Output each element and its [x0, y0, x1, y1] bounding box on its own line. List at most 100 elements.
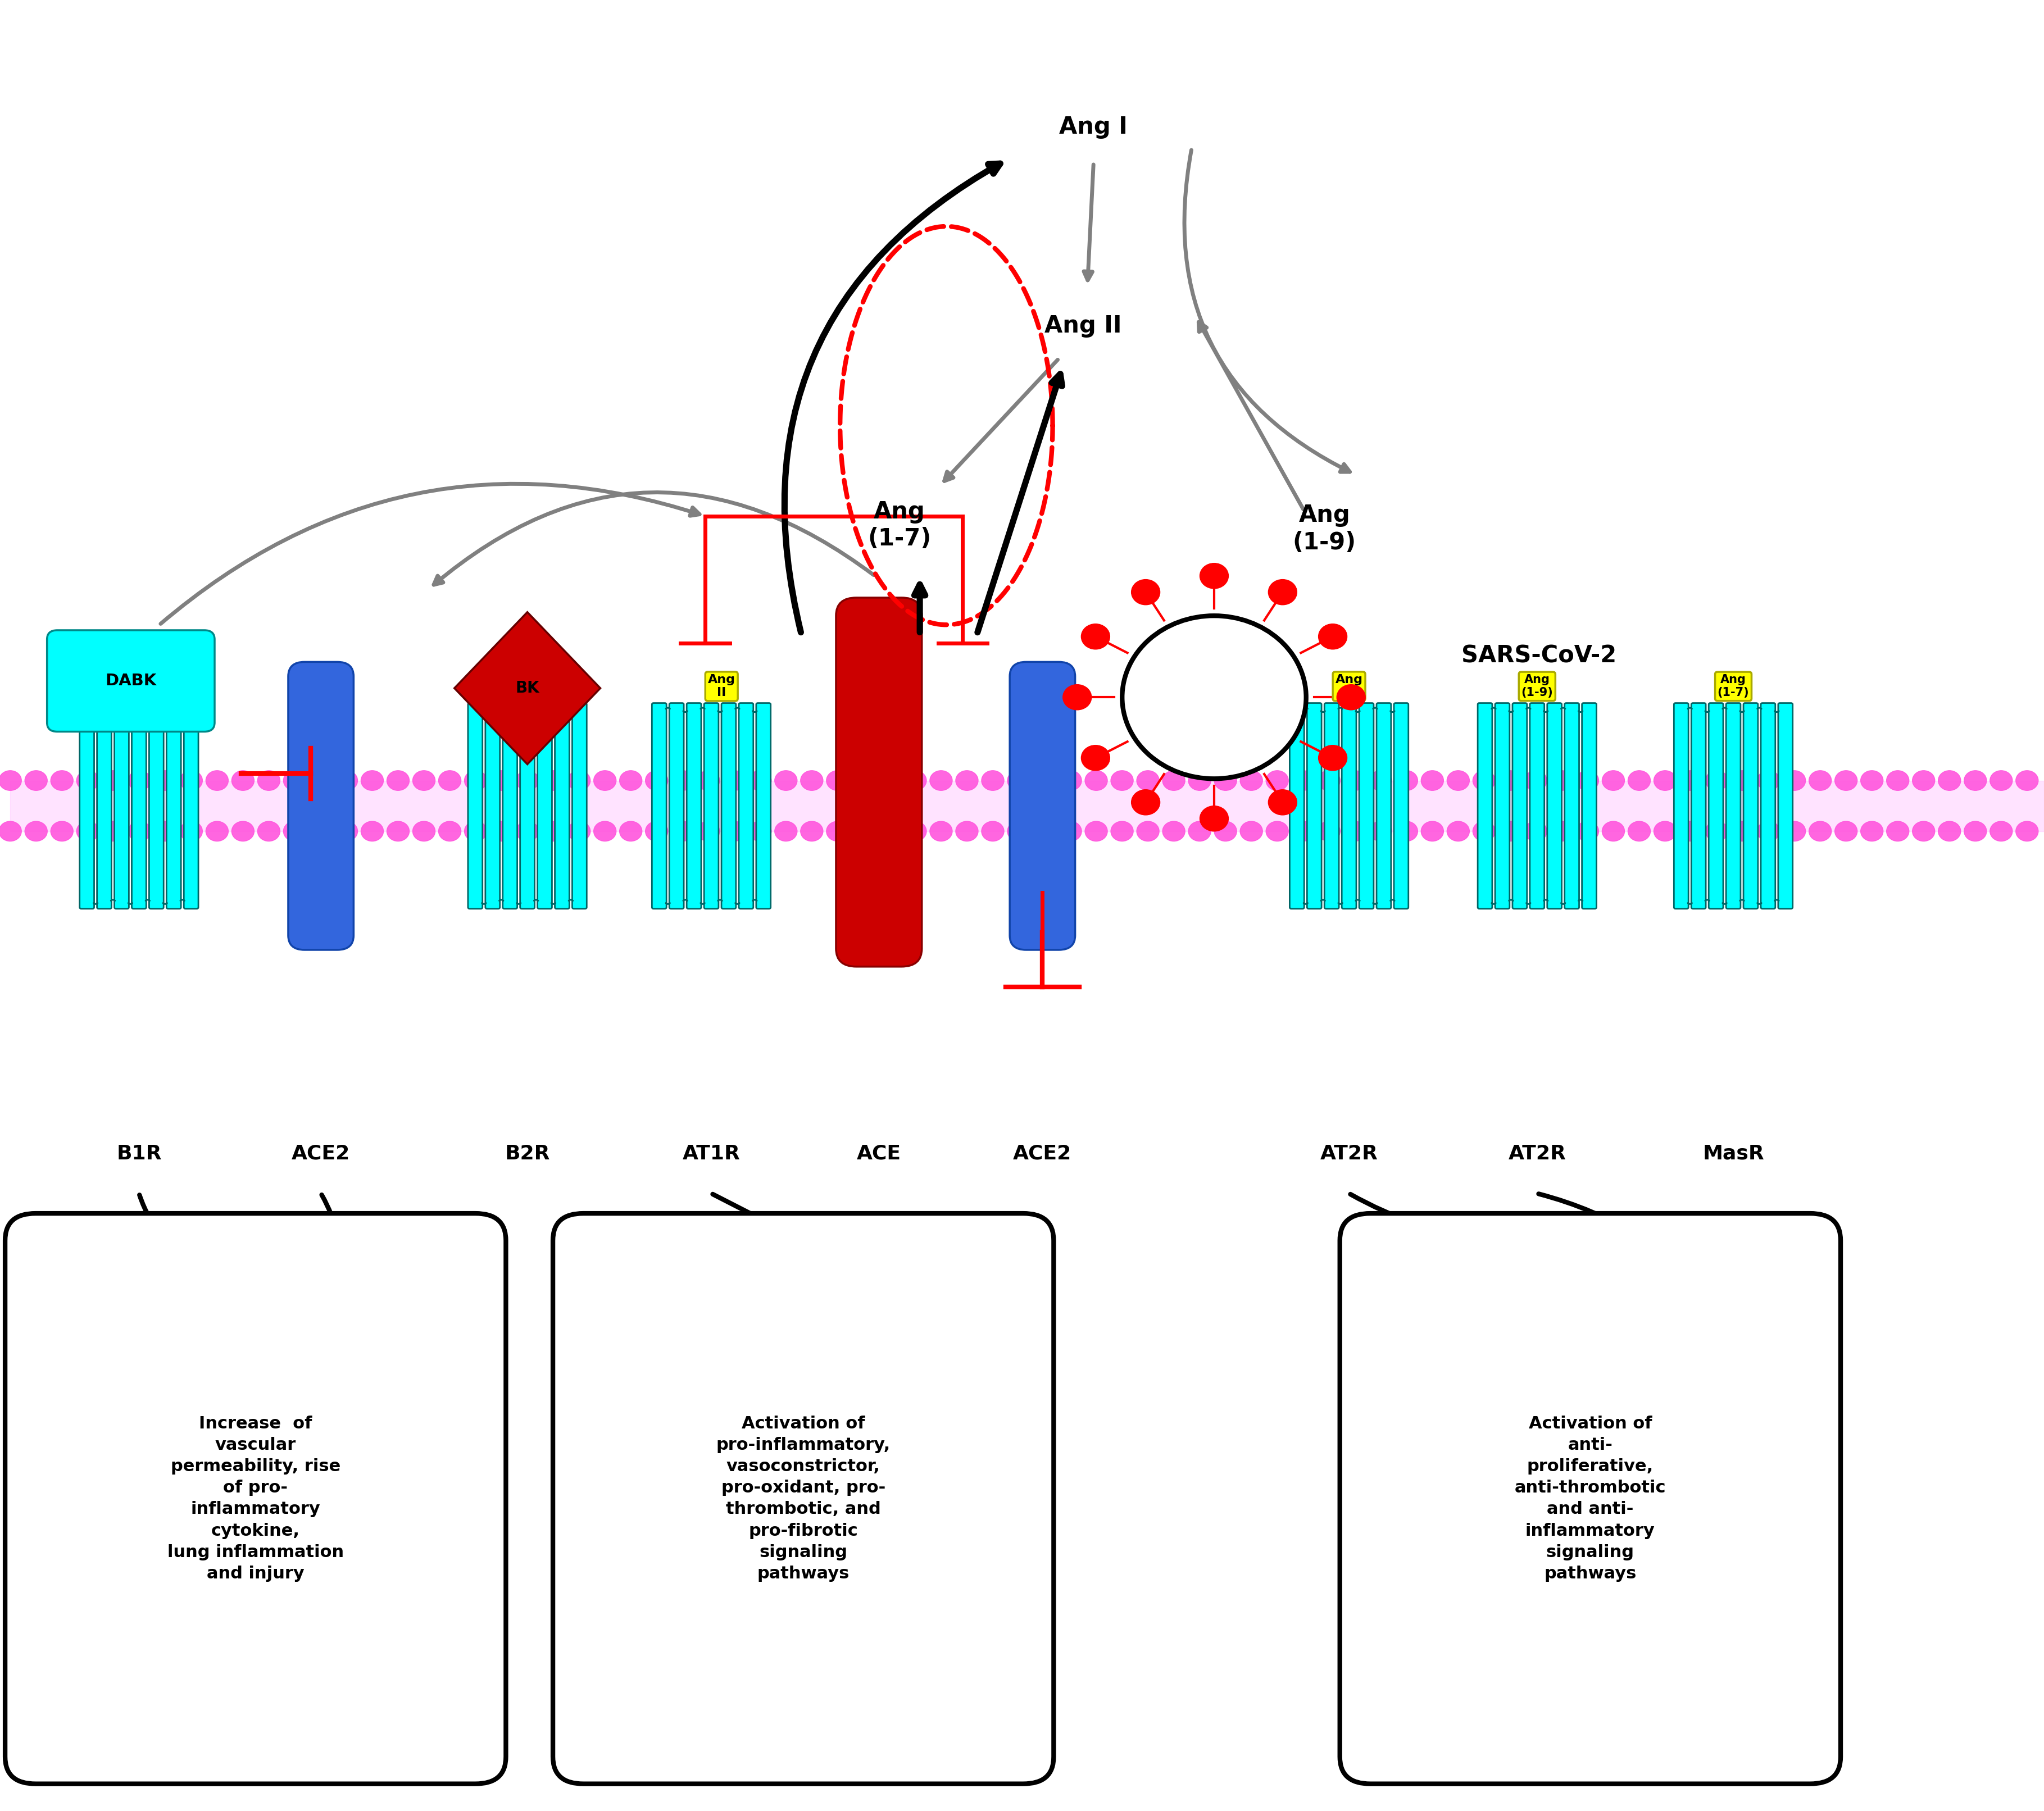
Circle shape: [1318, 746, 1347, 771]
Circle shape: [51, 820, 74, 840]
Circle shape: [76, 820, 98, 840]
FancyBboxPatch shape: [1778, 703, 1793, 909]
FancyBboxPatch shape: [1394, 703, 1408, 909]
Circle shape: [1132, 790, 1161, 815]
FancyBboxPatch shape: [1725, 703, 1741, 909]
FancyBboxPatch shape: [572, 703, 587, 909]
Circle shape: [1085, 771, 1108, 790]
Circle shape: [180, 771, 202, 790]
FancyBboxPatch shape: [1494, 703, 1511, 909]
Circle shape: [515, 771, 538, 790]
Circle shape: [1265, 820, 1288, 840]
FancyBboxPatch shape: [114, 703, 129, 909]
Circle shape: [1267, 790, 1296, 815]
Circle shape: [748, 771, 771, 790]
Circle shape: [1887, 771, 1909, 790]
FancyBboxPatch shape: [1547, 703, 1562, 909]
Circle shape: [1318, 771, 1341, 790]
Circle shape: [309, 771, 331, 790]
Circle shape: [1860, 771, 1883, 790]
Circle shape: [1447, 820, 1470, 840]
FancyBboxPatch shape: [6, 1213, 507, 1784]
FancyBboxPatch shape: [184, 703, 198, 909]
Circle shape: [1337, 685, 1365, 710]
Circle shape: [153, 771, 176, 790]
Circle shape: [852, 771, 875, 790]
Circle shape: [981, 820, 1004, 840]
Circle shape: [775, 771, 797, 790]
Circle shape: [1110, 820, 1132, 840]
Circle shape: [25, 820, 47, 840]
Circle shape: [542, 771, 564, 790]
FancyBboxPatch shape: [1744, 703, 1758, 909]
Circle shape: [1188, 820, 1210, 840]
Text: Ang
(1-7): Ang (1-7): [867, 500, 932, 551]
Circle shape: [1008, 820, 1030, 840]
FancyBboxPatch shape: [288, 661, 354, 949]
FancyBboxPatch shape: [652, 703, 666, 909]
Text: AT1R: AT1R: [683, 1145, 740, 1163]
FancyBboxPatch shape: [1341, 1213, 1840, 1784]
Circle shape: [1680, 820, 1703, 840]
Circle shape: [439, 820, 462, 840]
Circle shape: [153, 820, 176, 840]
Circle shape: [1396, 820, 1419, 840]
Circle shape: [1318, 820, 1341, 840]
Circle shape: [1860, 820, 1883, 840]
Circle shape: [335, 820, 358, 840]
FancyBboxPatch shape: [80, 703, 94, 909]
Circle shape: [1654, 820, 1676, 840]
FancyBboxPatch shape: [1564, 703, 1580, 909]
Circle shape: [1122, 616, 1306, 779]
FancyBboxPatch shape: [1582, 703, 1596, 909]
Circle shape: [724, 771, 746, 790]
Circle shape: [1447, 771, 1470, 790]
Circle shape: [1163, 820, 1186, 840]
Text: B1R: B1R: [117, 1145, 161, 1163]
Circle shape: [1110, 771, 1132, 790]
Bar: [10, 781, 2044, 831]
Circle shape: [697, 771, 719, 790]
FancyBboxPatch shape: [1325, 703, 1339, 909]
Circle shape: [1627, 820, 1650, 840]
Circle shape: [258, 820, 280, 840]
Circle shape: [1964, 771, 1987, 790]
Text: MasR: MasR: [1703, 1145, 1764, 1163]
Circle shape: [1654, 771, 1676, 790]
FancyBboxPatch shape: [1478, 703, 1492, 909]
FancyBboxPatch shape: [1359, 703, 1374, 909]
FancyBboxPatch shape: [668, 703, 685, 909]
Circle shape: [206, 820, 229, 840]
Circle shape: [362, 771, 384, 790]
Circle shape: [1200, 806, 1228, 831]
Circle shape: [646, 820, 668, 840]
Text: B2R: B2R: [505, 1145, 550, 1163]
Circle shape: [957, 771, 979, 790]
Circle shape: [1758, 771, 1780, 790]
Circle shape: [362, 820, 384, 840]
Circle shape: [619, 820, 642, 840]
Circle shape: [51, 771, 74, 790]
Circle shape: [1809, 771, 1831, 790]
Circle shape: [1991, 820, 2013, 840]
FancyBboxPatch shape: [149, 703, 164, 909]
Circle shape: [1887, 820, 1909, 840]
Circle shape: [879, 771, 901, 790]
Circle shape: [1214, 820, 1237, 840]
Circle shape: [1964, 820, 1987, 840]
Text: AT2R: AT2R: [1320, 1145, 1378, 1163]
Circle shape: [1705, 771, 1727, 790]
FancyBboxPatch shape: [503, 703, 517, 909]
Text: ACE: ACE: [856, 1145, 901, 1163]
Circle shape: [1396, 771, 1419, 790]
Circle shape: [1241, 820, 1263, 840]
FancyBboxPatch shape: [1690, 703, 1707, 909]
Circle shape: [1421, 820, 1443, 840]
FancyBboxPatch shape: [1760, 703, 1776, 909]
Circle shape: [981, 771, 1004, 790]
Circle shape: [1731, 820, 1754, 840]
Circle shape: [670, 820, 693, 840]
Text: Ang
(1-9): Ang (1-9): [1521, 674, 1553, 699]
Circle shape: [1059, 820, 1081, 840]
Text: Ang II: Ang II: [1044, 313, 1122, 339]
